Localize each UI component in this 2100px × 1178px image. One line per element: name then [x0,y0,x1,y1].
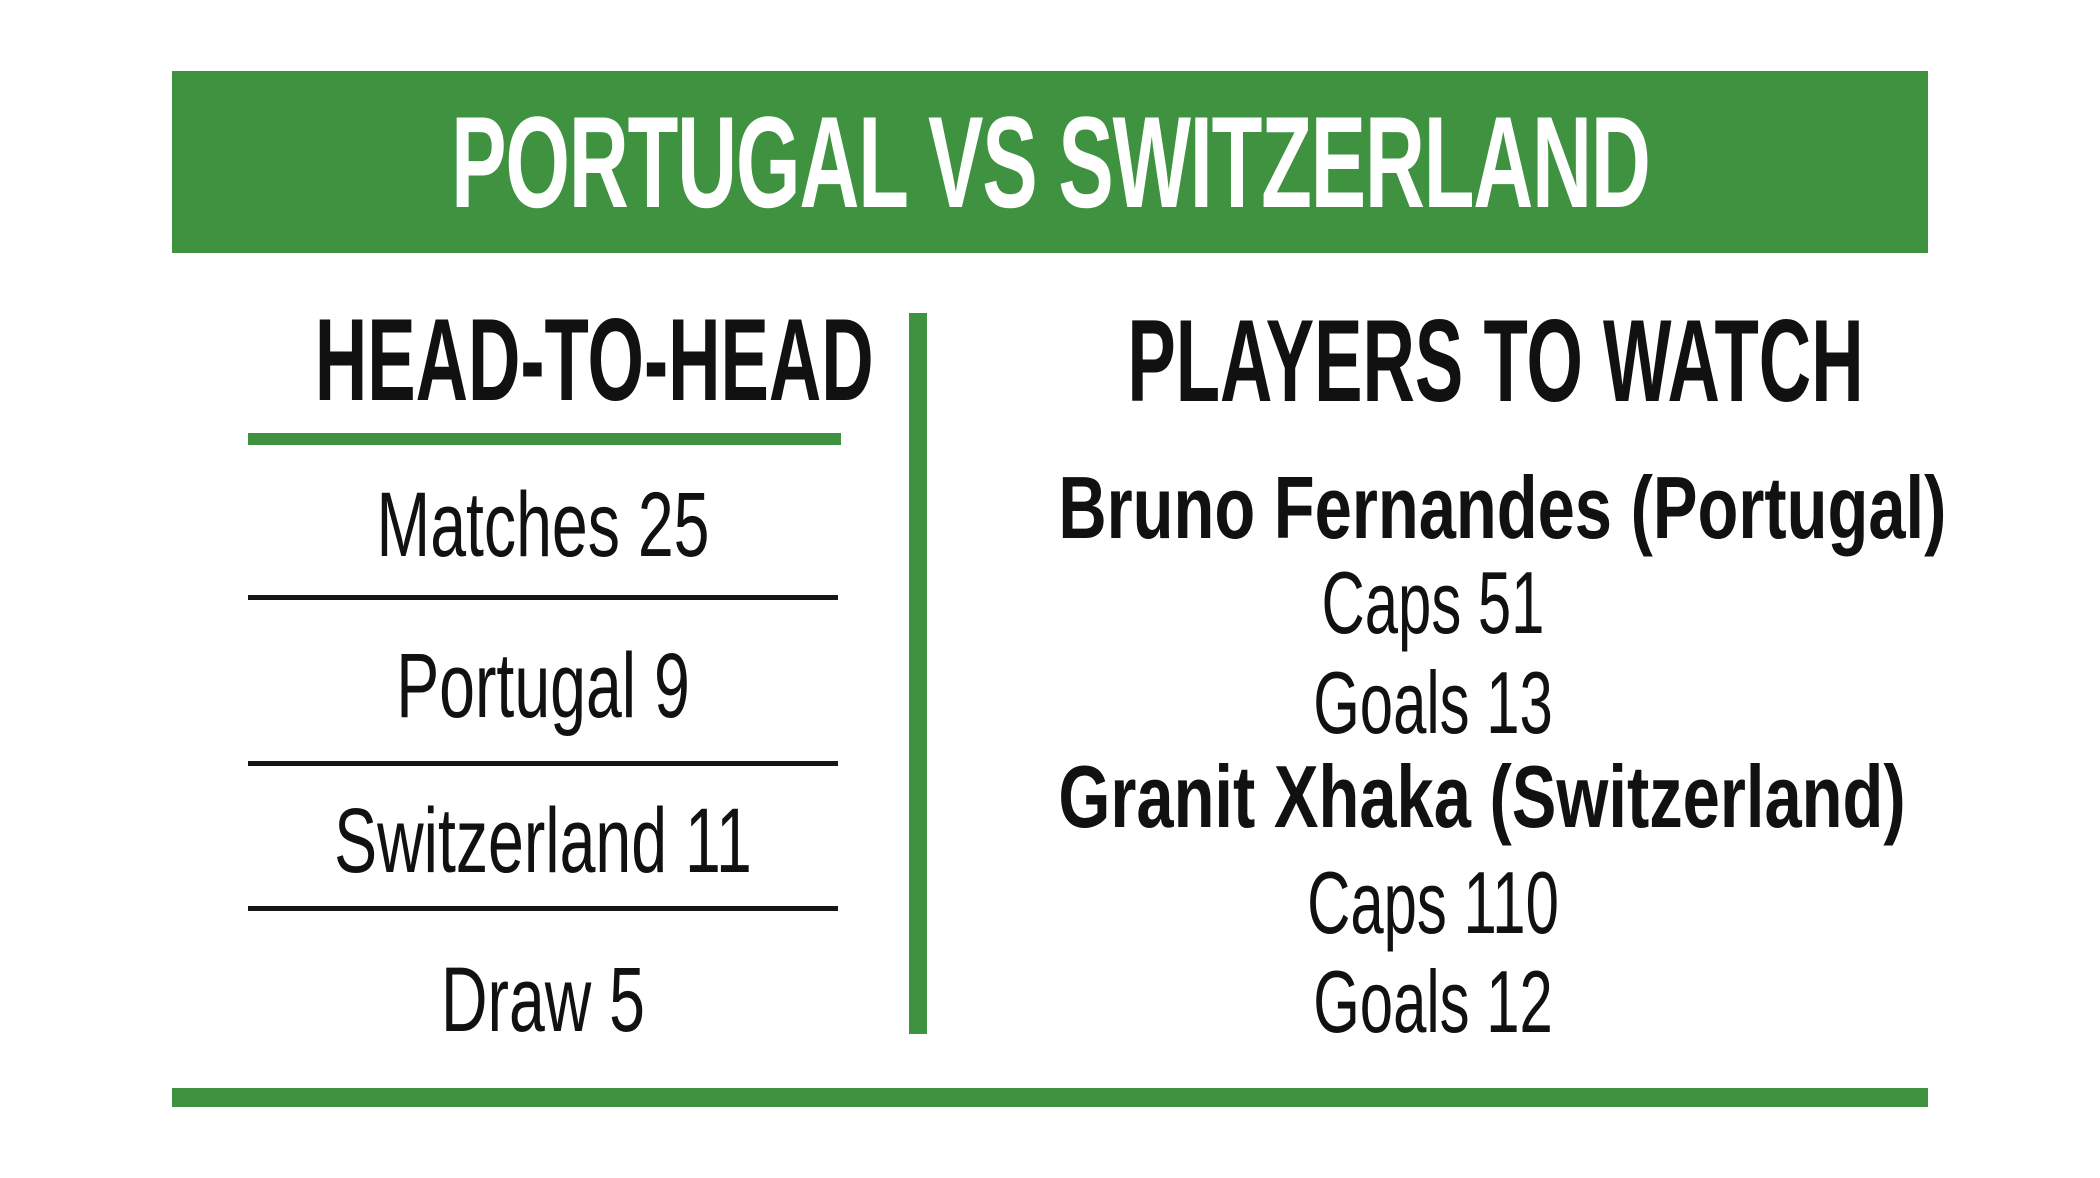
h2h-row-portugal: Portugal 9 [396,635,690,737]
head-to-head-heading: HEAD-TO-HEAD [314,294,874,425]
h2h-row-switzerland: Switzerland 11 [334,790,752,892]
player-name: Bruno Fernandes (Portugal) [1058,458,1947,557]
row-separator [248,761,838,766]
column-divider [909,313,927,1034]
player-name: Granit Xhaka (Switzerland) [1058,747,1906,846]
row-separator [248,595,838,600]
h2h-row-draw: Draw 5 [440,949,645,1051]
heading-underline [248,433,841,445]
h2h-row-matches: Matches 25 [376,474,710,576]
players-to-watch-heading: PLAYERS TO WATCH [1127,295,1864,426]
player-stat-goals: Goals 12 [1313,952,1553,1051]
player-stat-goals: Goals 13 [1313,653,1553,752]
bottom-rule [172,1088,1928,1107]
player-stat-caps: Caps 51 [1321,553,1545,652]
page-title: PORTUGAL VS SWITZERLAND [450,89,1651,235]
match-title-banner: PORTUGAL VS SWITZERLAND [172,71,1928,253]
player-stat-caps: Caps 110 [1307,853,1559,952]
row-separator [248,906,838,911]
